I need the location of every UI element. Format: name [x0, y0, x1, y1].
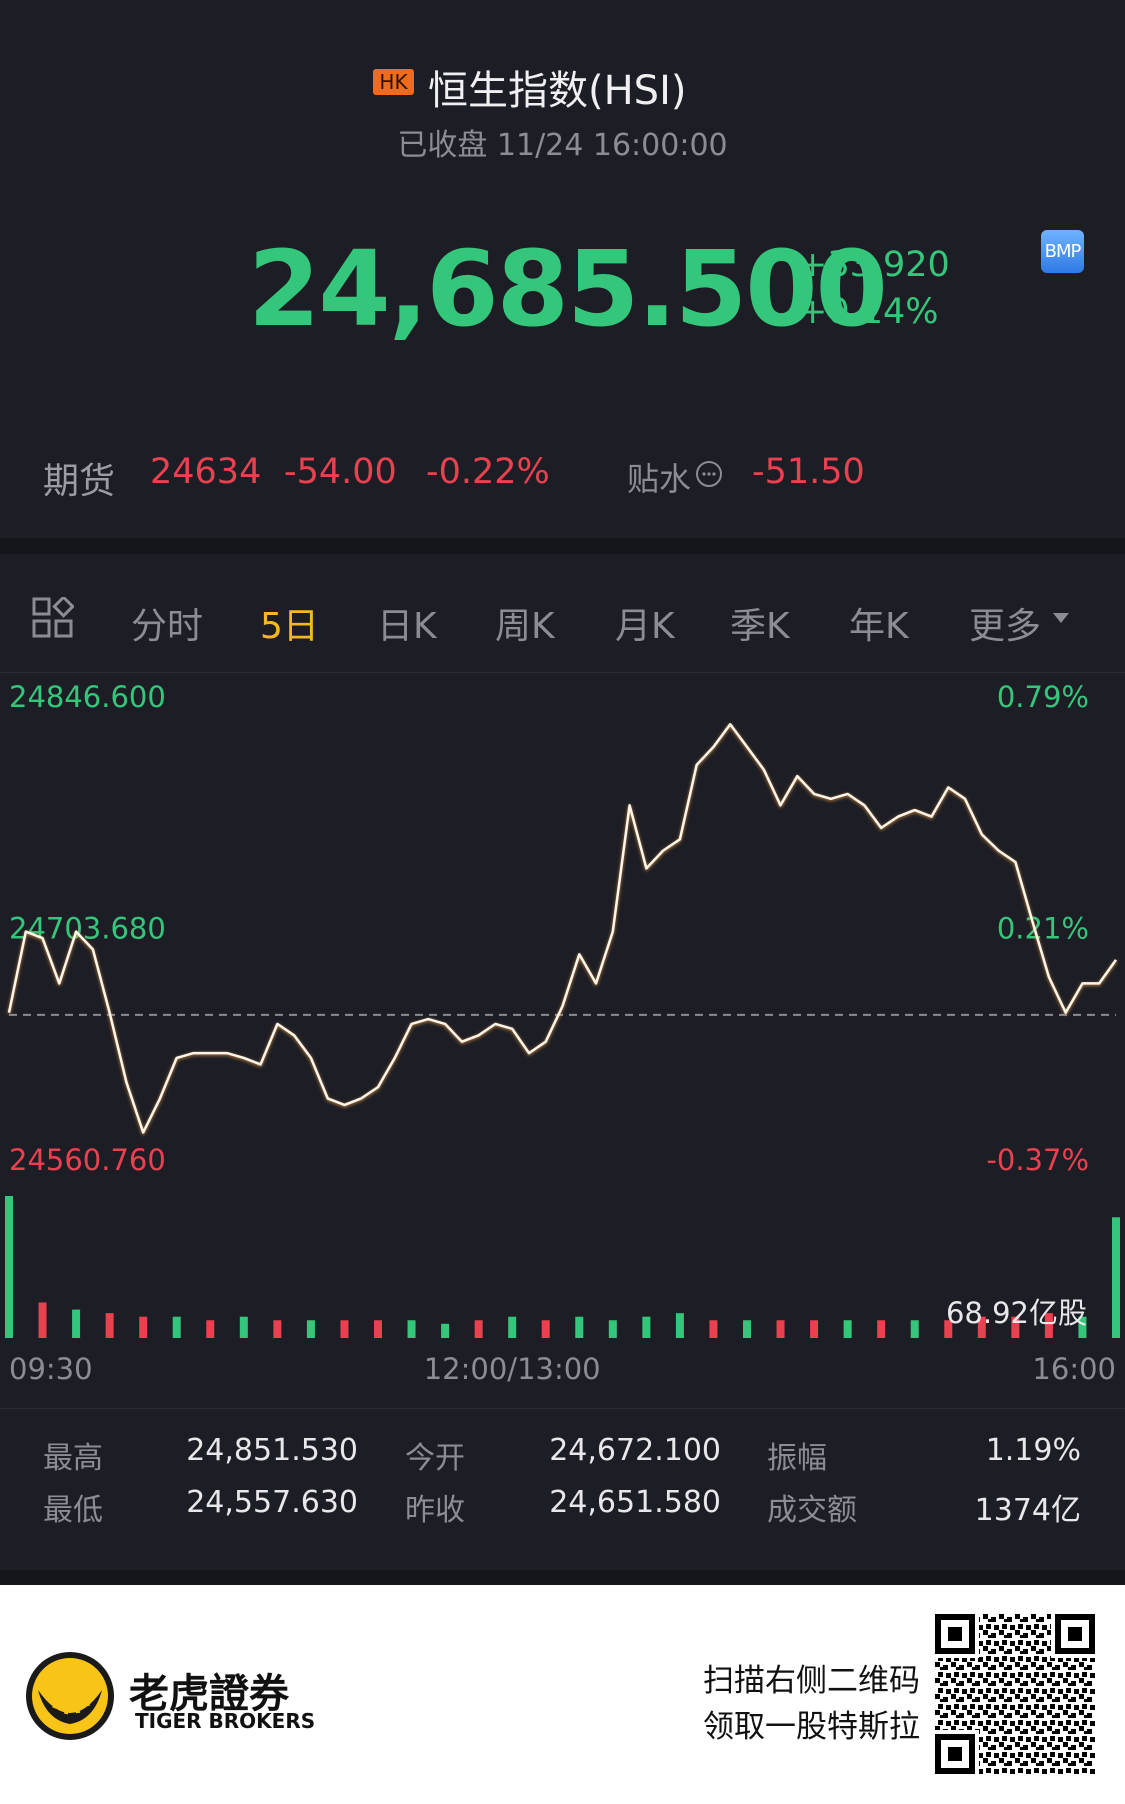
change-pct: +0.14%	[798, 292, 939, 332]
qr-code[interactable]	[935, 1614, 1095, 1774]
volume-bar	[810, 1320, 819, 1338]
volume-bar	[675, 1313, 684, 1338]
footer: 老虎證券 TIGER BROKERS 扫描右侧二维码 领取一股特斯拉	[0, 1585, 1125, 1804]
volume-bar	[105, 1313, 114, 1338]
stat-value: 24,672.100	[549, 1433, 721, 1468]
volume-bar	[910, 1320, 919, 1338]
volume-bar	[273, 1320, 282, 1338]
volume-bar	[1011, 1316, 1020, 1338]
stat-value: 24,851.530	[186, 1433, 358, 1468]
volume-bar	[944, 1320, 953, 1338]
volume-bar	[206, 1320, 215, 1338]
y2-tick-label: 0.79%	[997, 680, 1089, 714]
volume-bar	[374, 1320, 382, 1338]
market-badge: HK	[373, 69, 414, 95]
info-icon[interactable]	[694, 459, 724, 489]
futures-change-pct: -0.22%	[426, 452, 550, 492]
stat-value: 24,557.630	[186, 1485, 358, 1520]
volume-bar	[72, 1309, 81, 1338]
tab[interactable]: 5日	[260, 606, 319, 647]
tab[interactable]: 分时	[131, 606, 204, 647]
futures-label: 期货	[43, 461, 116, 502]
tiger-logo	[26, 1652, 114, 1740]
volume-bar	[1112, 1217, 1120, 1338]
volume-bar	[139, 1316, 148, 1338]
x-tick-label: 12:00/13:00	[424, 1352, 601, 1386]
futures-price: 24634	[150, 452, 262, 492]
volume-bar	[608, 1320, 617, 1338]
tab[interactable]: 月K	[615, 606, 675, 647]
tab-divider	[0, 672, 1125, 673]
intraday-chart: 24846.600 24703.680 24560.760 0.79% 0.21% -0.…	[5, 680, 1120, 1386]
volume-bar	[340, 1320, 349, 1338]
stat-value: 1374亿	[974, 1493, 1081, 1528]
volume-bar	[575, 1316, 584, 1338]
volume-bar	[1078, 1316, 1087, 1338]
separator	[0, 1570, 1125, 1585]
basis-value: -51.50	[752, 452, 865, 492]
stat-label: 最高	[43, 1441, 103, 1476]
change: +33.920	[798, 245, 950, 285]
price: 24,685.500	[248, 228, 888, 350]
title: 恒生指数(HSI)	[428, 68, 687, 114]
y-tick-label: 24703.680	[9, 912, 166, 946]
volume-bar	[877, 1320, 886, 1338]
dropdown-arrow[interactable]	[1052, 611, 1070, 625]
stat-label: 昨收	[405, 1493, 465, 1528]
brand-en: TIGER BROKERS	[135, 1709, 316, 1733]
tab[interactable]: 更多	[969, 606, 1042, 647]
y-tick-label: 24846.600	[9, 680, 166, 714]
volume-bar	[38, 1302, 47, 1338]
volume-bar	[977, 1316, 986, 1338]
volume-bar	[743, 1320, 751, 1338]
x-tick-label: 09:30	[9, 1352, 93, 1386]
stat-label: 成交额	[767, 1493, 857, 1528]
promo-line: 扫描右侧二维码	[703, 1663, 920, 1699]
volume-bar	[306, 1320, 315, 1338]
stat-label: 今开	[405, 1441, 465, 1476]
x-tick-label: 16:00	[1032, 1352, 1116, 1386]
promo-line: 领取一股特斯拉	[703, 1709, 920, 1745]
tab[interactable]: 年K	[849, 606, 909, 647]
volume-bar	[1044, 1313, 1053, 1338]
volume-bar	[508, 1316, 517, 1338]
volume-bar	[239, 1316, 248, 1338]
volume-bar	[407, 1320, 416, 1338]
volume-label: 68.92亿股	[946, 1296, 1087, 1330]
stat-value: 1.19%	[985, 1433, 1081, 1468]
volume-bar	[172, 1316, 181, 1338]
separator	[0, 538, 1125, 554]
volume-bar	[441, 1323, 450, 1338]
tab[interactable]: 季K	[730, 606, 790, 647]
volume-bar	[474, 1320, 483, 1338]
basis-label: 贴水	[627, 460, 692, 498]
price-line	[7, 723, 1118, 1134]
stat-label: 振幅	[767, 1441, 827, 1476]
stat-label: 最低	[43, 1493, 103, 1528]
tab[interactable]: 周K	[495, 606, 555, 647]
y2-tick-label: 0.21%	[997, 912, 1089, 946]
volume-bar	[541, 1320, 550, 1338]
volume-bar	[843, 1320, 852, 1338]
volume-bar	[5, 1196, 13, 1338]
layout-icon[interactable]	[32, 597, 74, 639]
volume-bar	[776, 1320, 785, 1338]
stat-value: 24,651.580	[549, 1485, 721, 1520]
separator	[0, 1408, 1125, 1409]
y-tick-label: 24560.760	[9, 1143, 166, 1177]
status: 已收盘 11/24 16:00:00	[397, 128, 728, 163]
brand: 老虎證券	[129, 1671, 289, 1717]
tab[interactable]: 日K	[377, 606, 437, 647]
volume-bar	[709, 1320, 718, 1338]
y2-tick-label: -0.37%	[986, 1143, 1089, 1177]
volume-bar	[642, 1316, 651, 1338]
futures-change: -54.00	[284, 452, 397, 492]
bmp-badge[interactable]: BMP	[1041, 230, 1084, 273]
